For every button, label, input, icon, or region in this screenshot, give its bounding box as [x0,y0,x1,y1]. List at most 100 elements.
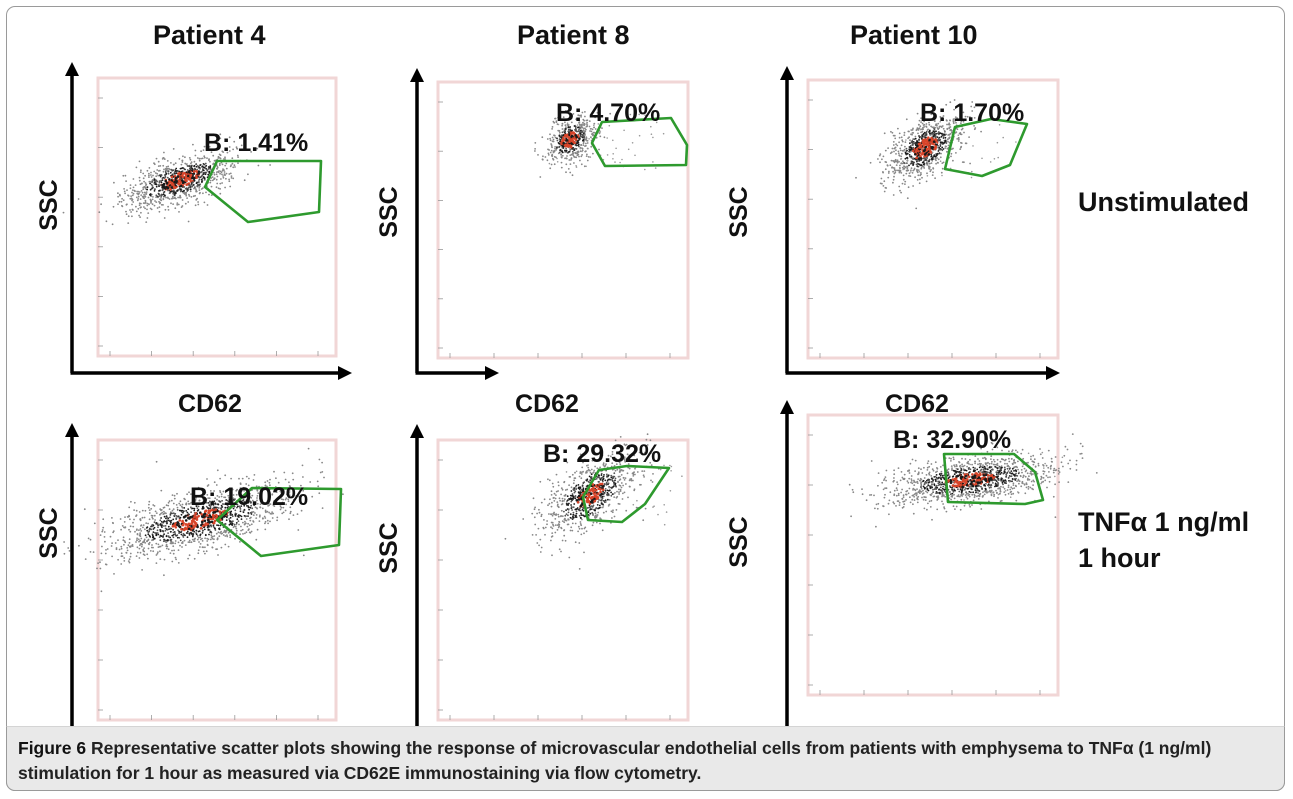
data-point [949,126,952,128]
data-point [601,499,603,501]
data-point [578,475,581,478]
data-point [632,475,635,477]
data-point [600,501,603,504]
data-point [608,503,611,506]
data-point [626,460,629,462]
data-point [221,163,224,166]
data-point [625,509,628,512]
data-point [604,499,607,502]
data-point [218,162,221,165]
data-point [192,170,196,173]
data-point [1030,455,1032,458]
data-point [881,158,883,161]
data-point [142,177,145,180]
data-point [568,556,571,559]
data-point [587,156,590,158]
data-point [615,460,617,463]
data-point [131,215,133,218]
data-point [177,179,181,183]
data-point [595,521,598,524]
data-point [111,223,114,226]
data-point [1009,488,1012,491]
data-point [601,529,604,532]
data-point [171,560,174,563]
data-point [137,538,140,541]
data-point [272,504,275,506]
data-point [129,518,131,521]
data-point [144,199,147,202]
data-point [626,453,629,456]
data-point [993,460,996,463]
data-point [165,172,168,175]
data-point [570,504,572,506]
data-point [159,175,162,178]
data-point [187,508,190,510]
data-point [573,477,576,479]
data-point [967,487,970,490]
data-point [960,145,963,148]
data-point [905,139,907,141]
data-point [230,177,233,179]
data-point [150,171,152,174]
data-point [251,499,254,502]
data-point [196,535,199,537]
data-point [135,555,138,557]
data-point [209,531,211,534]
data-point [207,518,210,522]
data-point [905,172,908,175]
data-point [1006,489,1009,491]
data-point [175,167,178,170]
y-axis-arrow [410,424,424,438]
data-point [561,500,564,502]
data-point [574,495,576,498]
data-point [580,124,583,126]
data-point [920,117,922,120]
data-point [271,511,273,513]
data-point [586,139,589,142]
data-point [175,517,178,519]
data-point [172,545,175,548]
data-point [99,567,102,570]
data-point [208,145,211,148]
data-point [213,173,216,176]
data-point [557,129,560,132]
data-point [578,155,580,158]
data-point [144,528,146,531]
data-point [936,157,938,159]
data-point [120,545,123,548]
data-point [940,171,943,174]
data-point [275,477,277,480]
data-point [898,185,901,188]
data-point [267,522,269,525]
data-point [561,122,564,125]
data-point [936,132,939,135]
data-point [573,491,576,494]
data-point [934,177,936,180]
data-point [172,552,175,555]
data-point [157,546,160,548]
data-point [877,502,880,505]
data-point [624,444,627,447]
data-point [950,460,952,462]
data-point [540,501,543,504]
data-point [266,500,269,503]
data-point [548,149,550,151]
data-point [908,487,911,490]
data-point [946,119,948,122]
data-point [565,157,568,160]
data-point [929,151,933,154]
data-point [622,492,624,495]
data-point [195,504,198,507]
data-point [221,499,224,502]
data-point [252,520,255,522]
data-point [572,506,575,509]
data-point [156,207,159,209]
data-point [569,171,572,174]
data-point [587,469,589,472]
data-point [919,178,921,181]
data-point [132,209,134,211]
scatter-points [534,110,665,178]
data-point [914,137,917,140]
data-point [196,525,199,529]
data-point [557,123,560,126]
